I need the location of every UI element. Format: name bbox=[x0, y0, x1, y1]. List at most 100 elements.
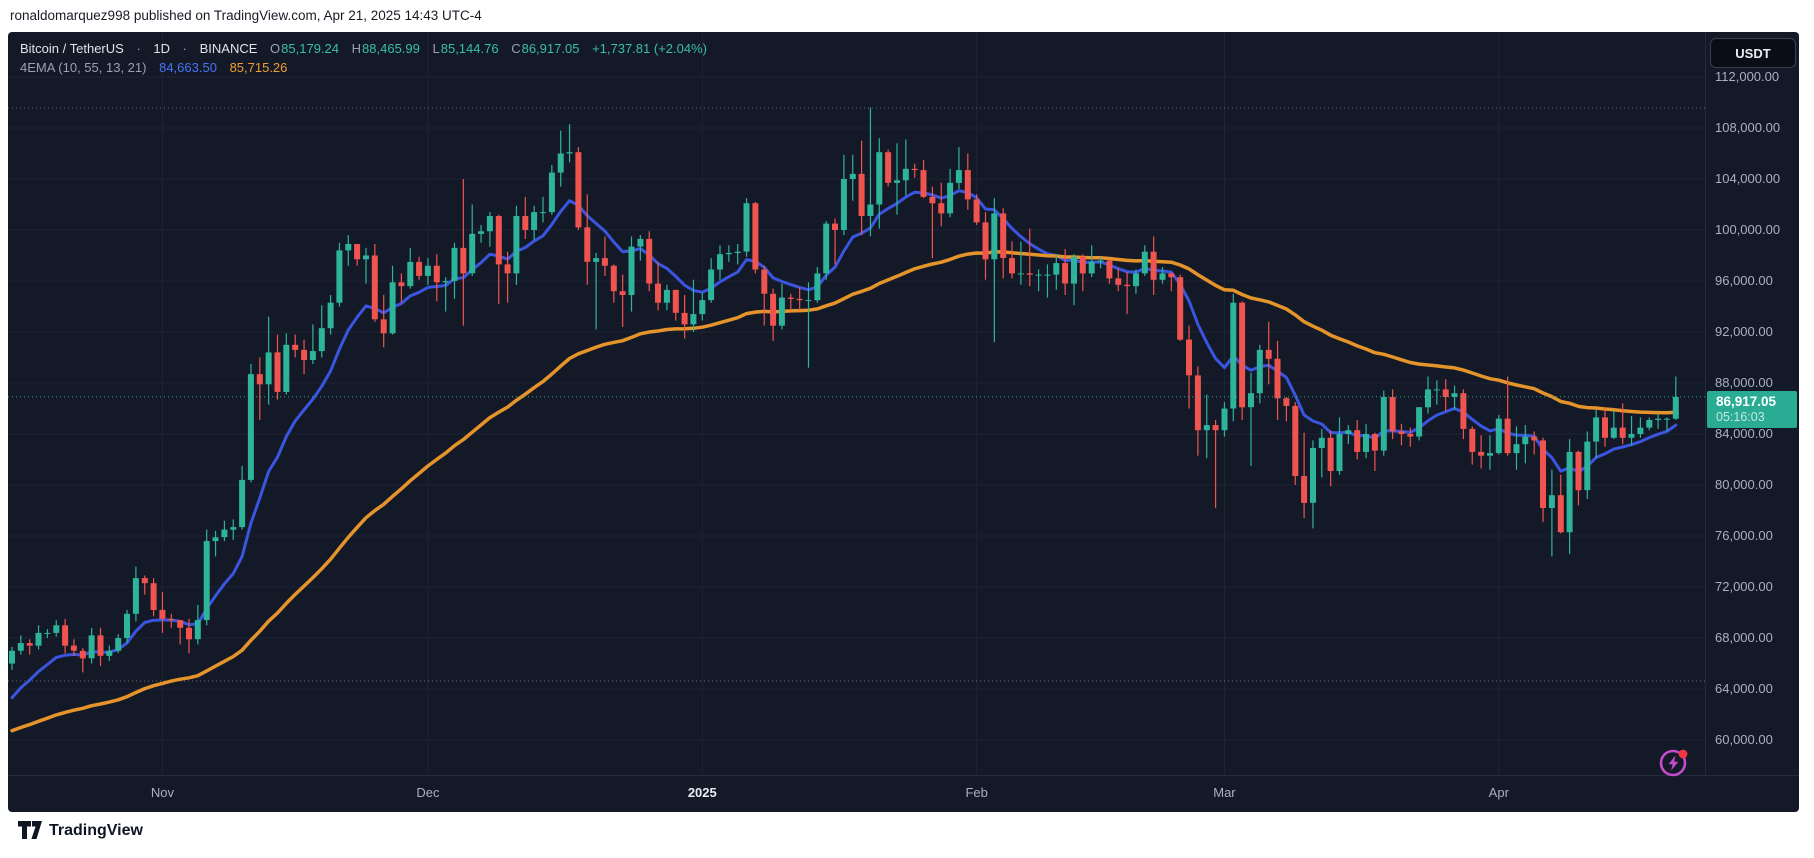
candle-body bbox=[734, 251, 741, 253]
candle-body bbox=[186, 627, 192, 640]
candle-body bbox=[469, 233, 476, 274]
candle-body bbox=[504, 264, 511, 274]
tradingview-glyph-icon bbox=[18, 821, 42, 839]
candle-body bbox=[1451, 393, 1458, 397]
symbol-title[interactable]: Bitcoin / TetherUS bbox=[20, 41, 124, 56]
candle-body bbox=[1203, 425, 1210, 431]
time-tick-label[interactable]: Apr bbox=[1488, 785, 1509, 800]
time-tick-label[interactable]: Nov bbox=[150, 785, 174, 800]
candle-body bbox=[770, 293, 777, 326]
time-tick-label[interactable]: Mar bbox=[1213, 785, 1236, 800]
candle-body bbox=[743, 203, 750, 252]
ema-line bbox=[10, 189, 1678, 700]
candle-body bbox=[1310, 448, 1316, 503]
candle-body bbox=[363, 255, 369, 260]
price-tick-label: 96,000.00 bbox=[1715, 273, 1773, 288]
candle-body bbox=[478, 231, 484, 234]
candle-body bbox=[1239, 302, 1246, 408]
ema-slow-value: 85,715.26 bbox=[229, 60, 288, 75]
candle-body bbox=[1664, 418, 1670, 420]
candle-body bbox=[44, 632, 51, 634]
time-axis[interactable]: Nov Dec 2025 Feb Mar Apr bbox=[8, 775, 1799, 812]
candle-body bbox=[62, 625, 69, 646]
candle-body bbox=[1301, 476, 1308, 503]
candle-body bbox=[26, 643, 33, 646]
candle-body bbox=[1035, 274, 1042, 276]
chart-plot-area[interactable]: Bitcoin / TetherUS · 1D · BINANCE O85,17… bbox=[8, 32, 1705, 778]
candle-body bbox=[1380, 397, 1387, 451]
candle-body bbox=[964, 170, 971, 200]
candle-body bbox=[115, 638, 122, 651]
candlestick-chart[interactable] bbox=[8, 32, 1705, 775]
candle-body bbox=[1513, 444, 1520, 454]
candle-body bbox=[1416, 407, 1423, 437]
ohlc-open: O85,179.24 bbox=[270, 41, 340, 56]
candle-body bbox=[690, 314, 697, 325]
symbol-legend-row[interactable]: Bitcoin / TetherUS · 1D · BINANCE O85,17… bbox=[20, 39, 716, 58]
candle-body bbox=[575, 152, 582, 228]
interval-label[interactable]: 1D bbox=[153, 41, 171, 56]
candle-body bbox=[1442, 389, 1449, 397]
time-tick-label[interactable]: Feb bbox=[965, 785, 988, 800]
candle-body bbox=[495, 216, 502, 265]
currency-toggle-button[interactable]: USDT bbox=[1710, 38, 1796, 68]
candle-body bbox=[982, 222, 989, 260]
candle-body bbox=[407, 261, 414, 287]
candle-body bbox=[1540, 440, 1546, 508]
candle-body bbox=[540, 212, 546, 214]
publish-text: ronaldomarquez998 published on TradingVi… bbox=[10, 8, 482, 23]
candle-body bbox=[398, 282, 405, 287]
candle-body bbox=[1478, 451, 1485, 456]
candle-body bbox=[1062, 263, 1069, 284]
candle-body bbox=[265, 352, 272, 385]
candle-body bbox=[79, 650, 86, 659]
tradingview-logo[interactable]: TradingView bbox=[18, 821, 143, 840]
candle-body bbox=[1566, 451, 1573, 533]
candle-body bbox=[610, 265, 617, 292]
footer-bar: TradingView bbox=[0, 812, 1814, 858]
candle-body bbox=[150, 583, 157, 610]
indicator-legend-row[interactable]: 4EMA (10, 55, 13, 21) 84,663.50 85,715.2… bbox=[20, 58, 716, 77]
flash-alert-icon[interactable] bbox=[1658, 748, 1692, 778]
candle-body bbox=[35, 632, 42, 646]
candle-body bbox=[1318, 437, 1325, 448]
candle-body bbox=[354, 244, 361, 260]
exchange-label[interactable]: BINANCE bbox=[199, 41, 258, 56]
candle-body bbox=[1522, 436, 1529, 445]
candle-body bbox=[832, 223, 838, 230]
time-tick-label[interactable]: Dec bbox=[416, 785, 440, 800]
candle-body bbox=[389, 282, 396, 334]
price-tick-label: 68,000.00 bbox=[1715, 630, 1773, 645]
candle-body bbox=[1177, 277, 1184, 340]
candle-body bbox=[584, 227, 591, 262]
candle-body bbox=[124, 613, 130, 638]
candle-body bbox=[823, 223, 830, 274]
candle-body bbox=[239, 479, 246, 528]
time-tick-label[interactable]: 2025 bbox=[687, 785, 717, 800]
candle-body bbox=[619, 291, 626, 295]
candle-body bbox=[1495, 418, 1502, 454]
last-price-value: 86,917.05 bbox=[1716, 393, 1777, 409]
candle-body bbox=[991, 213, 998, 260]
candle-body bbox=[221, 529, 228, 538]
tradingview-logo-text: TradingView bbox=[49, 821, 143, 839]
candle-body bbox=[1124, 284, 1131, 287]
candle-body bbox=[168, 618, 175, 621]
candle-body bbox=[663, 289, 670, 303]
candle-body bbox=[1433, 389, 1440, 391]
candle-body bbox=[318, 328, 325, 352]
candle-body bbox=[1230, 302, 1237, 409]
candle-body bbox=[247, 374, 254, 480]
candle-body bbox=[531, 212, 538, 230]
candle-body bbox=[814, 273, 821, 301]
price-tick-label: 60,000.00 bbox=[1715, 732, 1773, 747]
candle-body bbox=[1672, 397, 1679, 419]
indicator-name[interactable]: 4EMA (10, 55, 13, 21) bbox=[20, 60, 147, 75]
price-axis[interactable]: USDT 112,000.00 108,000.00 104,000.00 100,0… bbox=[1705, 32, 1799, 775]
candle-body bbox=[646, 238, 653, 284]
candle-body bbox=[1053, 263, 1060, 275]
candle-body bbox=[424, 265, 431, 276]
candle-body bbox=[230, 527, 237, 530]
candle-body bbox=[194, 620, 201, 640]
candle-body bbox=[1248, 393, 1254, 408]
